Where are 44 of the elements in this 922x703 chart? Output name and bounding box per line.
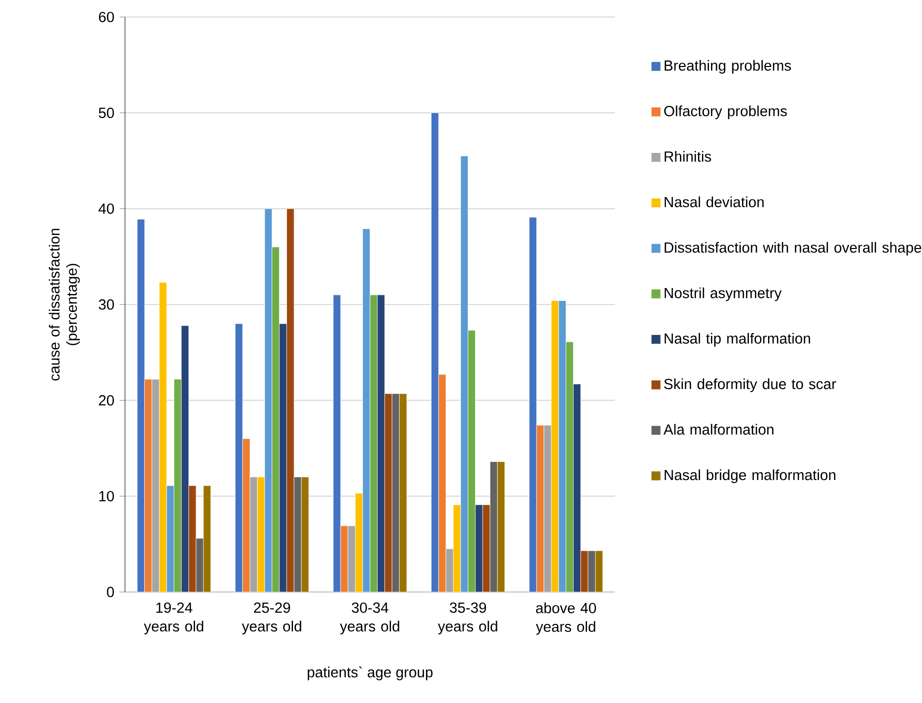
x-tick-label: above 40 years old [536,602,596,635]
bar [475,504,483,592]
x-tick-label: 35-39 years old [438,602,498,634]
bar [257,476,265,592]
y-tick-label: 40 [98,203,114,214]
legend-label: Breathing problems [664,60,791,74]
y-tick-label: 50 [98,108,114,118]
x-tick-label: 30-34 years old [340,602,400,634]
bar [551,300,559,592]
x-tick-label: 25-29 years old [242,602,302,634]
bar [137,219,145,592]
bar [431,112,439,592]
y-tick-label: 30 [98,299,114,310]
bar [235,323,243,592]
bar [203,485,211,592]
y-tick-label: 60 [98,12,114,22]
y-tick-label: 10 [99,490,114,502]
y-axis-title: cause of dissatisfaction (percentage) [48,228,80,380]
legend-label: Nasal bridge malformation [664,469,836,484]
y-tick-label: 0 [106,586,114,598]
bar [333,294,341,592]
bar [453,504,461,592]
legend-label: Nostril asymmetry [664,287,782,302]
legend-label: Dissatisfaction with nasal overall shape [664,242,922,256]
x-tick-label: 19-24 years old [144,602,204,634]
bar [181,325,189,592]
bar [279,323,287,592]
bar [497,461,505,592]
bar [377,294,385,592]
bar [573,384,581,592]
legend-label: Ala malformation [664,424,774,435]
bar [595,550,603,592]
legend-label: Olfactory problems [664,105,787,120]
x-axis-title: patients` age group [308,666,433,680]
bar [399,393,407,592]
legend-label: Nasal tip malformation [664,332,810,347]
bar [529,217,537,592]
bar [159,282,167,592]
bar [301,476,309,592]
legend-label: Rhinitis [664,150,712,162]
legend-label: Nasal deviation [664,196,764,208]
bar [355,493,363,592]
legend-label: Skin deformity due to scar [664,378,836,392]
y-tick-label: 20 [98,395,114,406]
